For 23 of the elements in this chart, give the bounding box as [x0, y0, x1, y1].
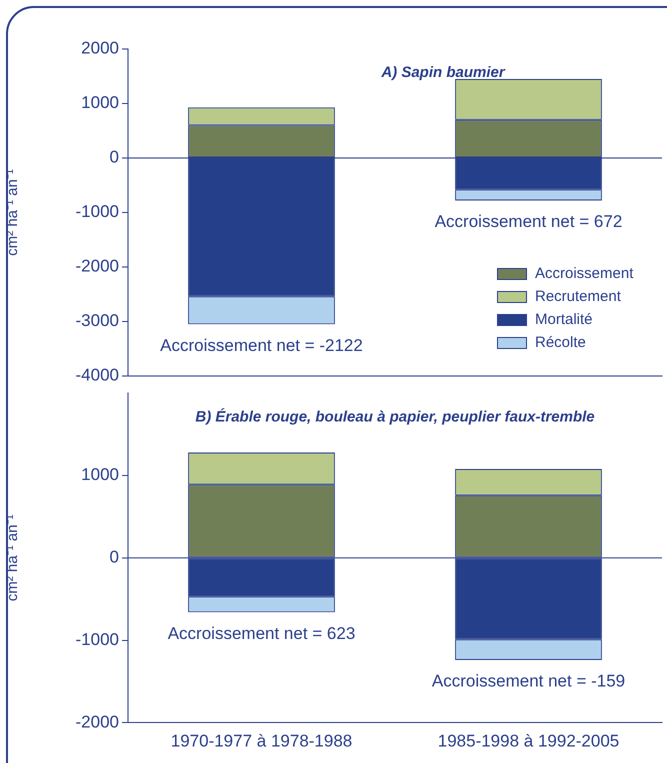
legend-label: Récolte — [535, 333, 586, 353]
y-tick-label: 0 — [110, 148, 119, 167]
y-tick-label: 1000 — [81, 93, 119, 112]
y-tick-label: -1000 — [76, 630, 119, 649]
annotation: Accroissement net = 672 — [434, 212, 622, 232]
y-tick-label: -2000 — [76, 256, 119, 276]
annotation: Accroissement net = 623 — [168, 624, 356, 643]
legend-label: Accroissement — [535, 264, 634, 284]
y-tick-label: -2000 — [76, 712, 119, 732]
legend-label: Recrutement — [535, 287, 621, 307]
y-tick-label: 2000 — [81, 38, 119, 58]
y-tick-label: -3000 — [76, 311, 119, 330]
text: A) Sapin baumier — [380, 64, 506, 82]
y-tick-label: 0 — [110, 548, 119, 567]
x-tick-label: 1970-1977 à 1978-1988 — [170, 731, 352, 750]
x-tick-label: 1985-1998 à 1992-2005 — [438, 731, 620, 750]
y-tick-label: -1000 — [76, 202, 119, 222]
y-tick-label: 1000 — [81, 465, 119, 484]
legend-label: Mortalité — [535, 310, 593, 330]
text: B) Érable rouge, bouleau à papier, peuplier faux-tremble — [195, 407, 595, 426]
y-tick-label: -4000 — [76, 366, 119, 385]
annotation: Accroissement net = -2122 — [160, 336, 363, 355]
annotation: Accroissement net = -159 — [432, 672, 626, 691]
